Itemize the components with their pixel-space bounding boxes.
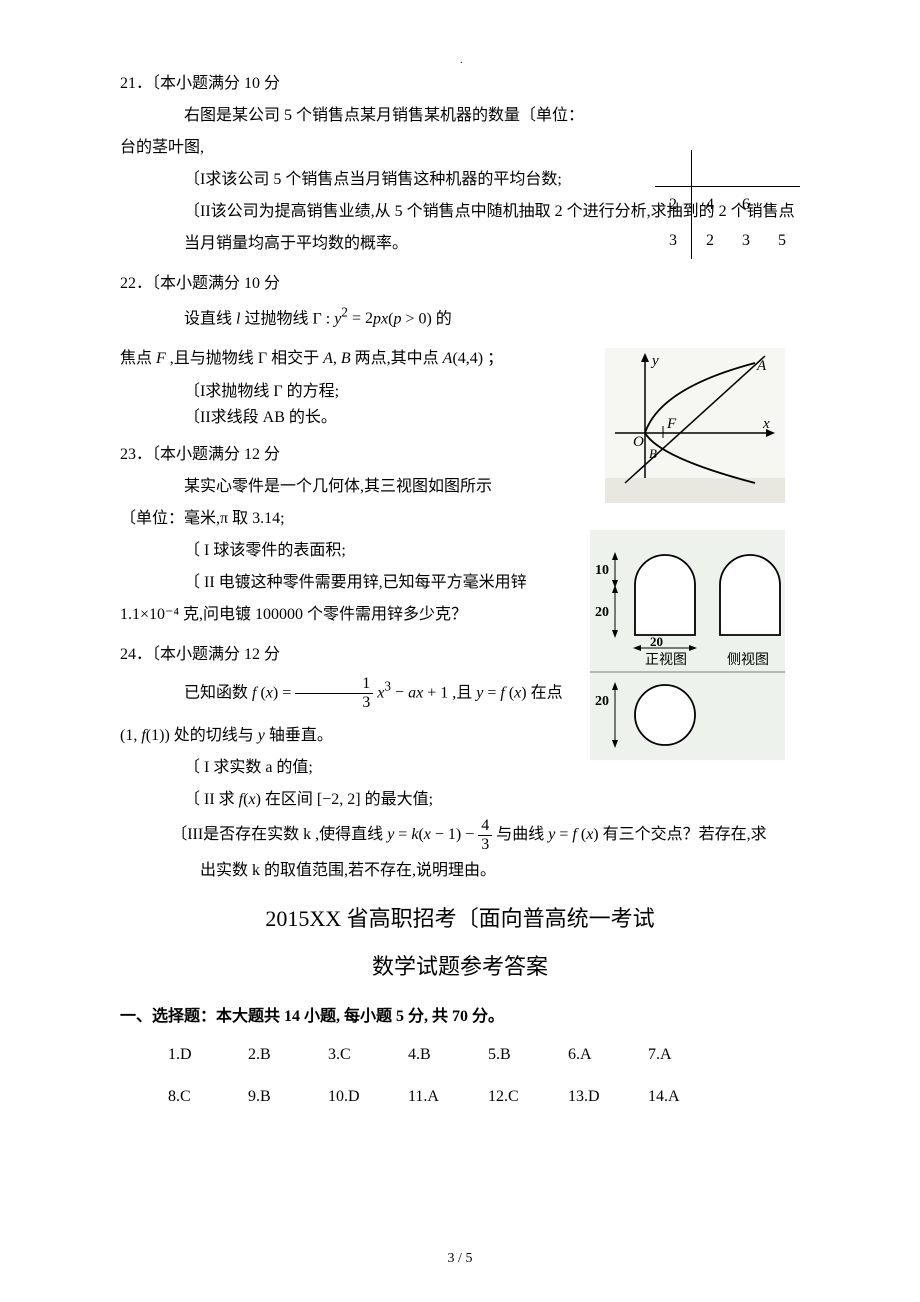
answers-row-2: 8.C 9.B 10.D 11.A 12.C 13.D 14.A (168, 1081, 800, 1113)
q22-p3: 〔I求抛物线 Γ 的方程; (120, 379, 560, 405)
svg-text:20: 20 (650, 634, 663, 649)
svg-text:O: O (633, 434, 644, 450)
leaf-1c (764, 187, 800, 224)
q23-p5: 1.1×10⁻⁴ 克,问电镀 100000 个零件需用锌多少克？ (120, 599, 560, 631)
q23-p4: 〔 II 电镀这种零件需要用锌,已知每平方毫米用锌 (120, 567, 560, 599)
stem-2: 3 (655, 223, 692, 259)
q23-p2: 〔单位：毫米,π 取 3.14; (120, 503, 560, 535)
page-footer: 3 / 5 (448, 1251, 473, 1267)
leaf-1b: 6 (728, 187, 764, 224)
q24-p6: 出实数 k 的取值范围,若不存在,说明理由。 (120, 855, 800, 887)
leaf-2b: 3 (728, 223, 764, 259)
leaf-1a: 4 (692, 187, 729, 224)
answers-row-1: 1.D 2.B 3.C 4.B 5.B 6.A 7.A (168, 1039, 800, 1071)
q22-p4: 〔II求线段 AB 的长。 (120, 405, 560, 431)
q23-p3: 〔 I 球该零件的表面积; (120, 535, 560, 567)
svg-text:20: 20 (595, 605, 609, 620)
title-line2: 数学试题参考答案 (120, 945, 800, 989)
title-line1: 2015XX 省高职招考〔面向普高统一考试 (120, 897, 800, 941)
q21-header: 21．〔本小题满分 10 分 (120, 68, 800, 100)
svg-text:A: A (756, 358, 767, 374)
q23-p1: 某实心零件是一个几何体,其三视图如图所示 (120, 471, 560, 503)
svg-text:B: B (649, 446, 657, 461)
svg-text:x: x (762, 416, 770, 432)
q22-header: 22．〔本小题满分 10 分 (120, 268, 800, 300)
svg-text:20: 20 (595, 694, 609, 709)
svg-text:F: F (666, 416, 677, 432)
svg-text:y: y (650, 353, 659, 369)
q24-p4: 〔 II 求 f(x) 在区间 [−2, 2] 的最大值; (120, 784, 800, 816)
figure-parabola: y x O F A B (605, 348, 785, 503)
stem-1: 2 (655, 187, 692, 224)
leaf-2a: 2 (692, 223, 729, 259)
svg-text:10: 10 (595, 563, 609, 578)
svg-text:正视图: 正视图 (645, 652, 687, 668)
q24-p5: 〔III是否存在实数 k ,使得直线 y = k(x − 1) − 43 与曲线… (120, 816, 800, 854)
q22-line2: 焦点 F ,且与抛物线 Γ 相交于 A, B 两点,其中点 A(4,4) ； (120, 343, 560, 375)
page-dot: . (460, 55, 463, 66)
main-content: 21．〔本小题满分 10 分 右图是某公司 5 个销售点某月销售某机器的数量〔单… (120, 68, 800, 1113)
answers-heading: 一、选择题：本大题共 14 小题, 每小题 5 分, 共 70 分。 (120, 1001, 800, 1033)
figure-three-views: 10 20 20 正视图 侧视图 (590, 530, 785, 760)
q22-line1: 设直线 l 过抛物线 Γ : y2 = 2px(p > 0) 的 (120, 300, 560, 335)
answers-block: 1.D 2.B 3.C 4.B 5.B 6.A 7.A 8.C 9.B 10.D… (120, 1039, 800, 1113)
svg-text:侧视图: 侧视图 (727, 652, 769, 668)
stem-leaf-plot: 2 4 6 3 2 3 5 (655, 150, 800, 259)
q21-p1: 右图是某公司 5 个销售点某月销售某机器的数量〔单位： (120, 100, 800, 132)
leaf-2c: 5 (764, 223, 800, 259)
